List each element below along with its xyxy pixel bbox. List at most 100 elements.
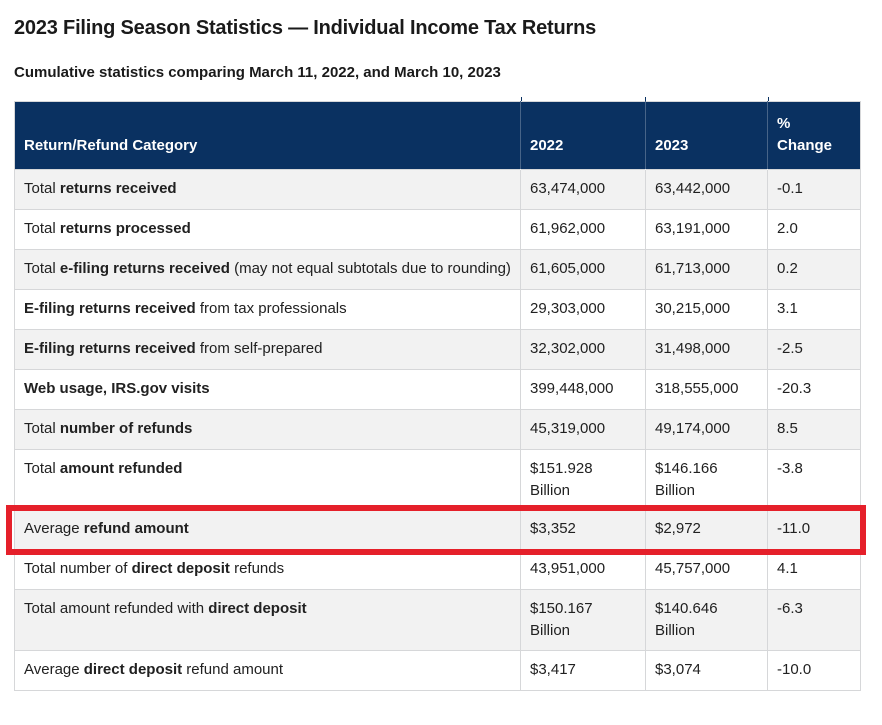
value-2022-cell: $3,352: [520, 509, 646, 551]
category-text-prefix: Average: [24, 520, 84, 538]
value-2022-cell: 29,303,000: [520, 288, 646, 330]
category-text-suffix: from self-prepared: [195, 339, 323, 357]
value-2023-cell: 318,555,000: [645, 368, 768, 410]
pct-change-cell: -3.8: [767, 448, 861, 511]
value-2022-cell: 45,319,000: [520, 408, 646, 450]
column-divider-tick: [768, 96, 769, 101]
table-row: E-filing returns received from tax profe…: [14, 288, 861, 330]
category-text-bold: Web usage, IRS.gov visits: [24, 379, 210, 397]
category-text-suffix: refunds: [229, 560, 285, 578]
pct-change-cell: 4.1: [767, 549, 861, 591]
table-row: Total amount refunded with direct deposi…: [14, 589, 861, 651]
table-row: Average direct deposit refund amount $3,4…: [14, 649, 861, 691]
value-2023-cell: $3,074: [645, 649, 768, 691]
value-2022-cell: 399,448,000: [520, 368, 646, 410]
category-text-bold: returns processed: [59, 219, 191, 237]
value-2022-cell: $3,417: [520, 649, 646, 691]
pct-change-cell: 8.5: [767, 408, 861, 450]
category-cell: Total e-filing returns received (may not…: [14, 248, 521, 290]
value-2023-cell: 49,174,000: [645, 408, 768, 450]
category-text-prefix: Total: [24, 419, 60, 437]
category-text-bold: amount refunded: [59, 459, 183, 477]
value-2023-cell: 63,191,000: [645, 208, 768, 250]
category-text-bold: refund amount: [83, 520, 189, 538]
table-row: Average refund amount $3,352 $2,972 -11.0: [14, 509, 861, 551]
category-text-bold: number of refunds: [59, 419, 193, 437]
table-row: Total e-filing returns received (may not…: [14, 248, 861, 290]
pct-change-cell: 2.0: [767, 208, 861, 250]
table-row: Total returns processed 61,962,000 63,191,…: [14, 208, 861, 250]
header-2023: 2023: [645, 101, 768, 170]
category-text-bold: direct deposit: [83, 660, 183, 678]
pct-change-cell: -0.1: [767, 168, 861, 210]
value-2023-cell: 30,215,000: [645, 288, 768, 330]
category-cell: Average refund amount: [14, 509, 521, 551]
pct-change-cell: 0.2: [767, 248, 861, 290]
category-text-prefix: Total number of: [24, 560, 132, 578]
category-cell: E-filing returns received from self-prep…: [14, 328, 521, 370]
page-subtitle: Cumulative statistics comparing March 11…: [14, 64, 501, 81]
value-2022-cell: $151.928 Billion: [520, 448, 646, 511]
value-2023-cell: $2,972: [645, 509, 768, 551]
header-row: Return/Refund Category 2022 2023 % Chang…: [14, 101, 861, 170]
category-text-suffix: from tax professionals: [195, 299, 347, 317]
table-row: Total returns received 63,474,000 63,442,0…: [14, 168, 861, 210]
category-text-prefix: Total amount refunded with: [24, 600, 209, 618]
page-title: 2023 Filing Season Statistics — Individu…: [14, 17, 597, 39]
category-cell: E-filing returns received from tax profe…: [14, 288, 521, 330]
statistics-table-wrapper: Return/Refund Category 2022 2023 % Chang…: [6, 96, 866, 691]
category-cell: Average direct deposit refund amount: [14, 649, 521, 691]
category-text-prefix: Total: [24, 179, 60, 197]
category-text-prefix: Total: [24, 259, 60, 277]
category-text-bold: direct deposit: [208, 600, 307, 618]
pct-change-cell: -11.0: [767, 509, 861, 551]
pct-change-cell: -2.5: [767, 328, 861, 370]
value-2023-cell: $140.646 Billion: [645, 589, 768, 651]
category-text-prefix: Total: [24, 219, 60, 237]
header-2022: 2022: [520, 101, 646, 170]
table-row: Total number of direct deposit refunds 43…: [14, 549, 861, 591]
category-text-bold: direct deposit: [131, 560, 230, 578]
statistics-table: Return/Refund Category 2022 2023 % Chang…: [14, 100, 861, 691]
value-2022-cell: $150.167 Billion: [520, 589, 646, 651]
header-pct-change: % Change: [767, 101, 861, 170]
value-2023-cell: $146.166 Billion: [645, 448, 768, 511]
column-divider-tick: [521, 96, 522, 101]
category-text-suffix: (may not equal subtotals due to rounding…: [229, 259, 511, 277]
table-row: Total amount refunded $151.928 Billion $14…: [14, 448, 861, 511]
category-cell: Total amount refunded with direct deposi…: [14, 589, 521, 651]
pct-change-cell: 3.1: [767, 288, 861, 330]
value-2022-cell: 32,302,000: [520, 328, 646, 370]
category-cell: Total returns processed: [14, 208, 521, 250]
category-text-prefix: Average: [24, 660, 84, 678]
category-text-suffix: refund amount: [182, 660, 284, 678]
value-2022-cell: 61,962,000: [520, 208, 646, 250]
pct-change-cell: -10.0: [767, 649, 861, 691]
category-cell: Total returns received: [14, 168, 521, 210]
column-divider-tick: [645, 96, 646, 101]
category-text-bold: E-filing returns received: [24, 299, 196, 317]
category-cell: Total number of direct deposit refunds: [14, 549, 521, 591]
table-row: Total number of refunds 45,319,000 49,174,…: [14, 408, 861, 450]
table-row: Web usage, IRS.gov visits 399,448,000 318,…: [14, 368, 861, 410]
pct-change-cell: -6.3: [767, 589, 861, 651]
header-category: Return/Refund Category: [14, 101, 521, 170]
category-cell: Total number of refunds: [14, 408, 521, 450]
value-2022-cell: 61,605,000: [520, 248, 646, 290]
category-text-prefix: Total: [24, 459, 60, 477]
value-2023-cell: 63,442,000: [645, 168, 768, 210]
category-text-bold: returns received: [59, 179, 177, 197]
value-2023-cell: 45,757,000: [645, 549, 768, 591]
table-row: E-filing returns received from self-prep…: [14, 328, 861, 370]
pct-change-cell: -20.3: [767, 368, 861, 410]
value-2023-cell: 31,498,000: [645, 328, 768, 370]
category-cell: Total amount refunded: [14, 448, 521, 511]
table-body: Total returns received 63,474,000 63,442,0…: [14, 168, 861, 691]
value-2022-cell: 63,474,000: [520, 168, 646, 210]
category-text-bold: E-filing returns received: [24, 339, 196, 357]
value-2022-cell: 43,951,000: [520, 549, 646, 591]
category-cell: Web usage, IRS.gov visits: [14, 368, 521, 410]
value-2023-cell: 61,713,000: [645, 248, 768, 290]
category-text-bold: e-filing returns received: [59, 259, 230, 277]
